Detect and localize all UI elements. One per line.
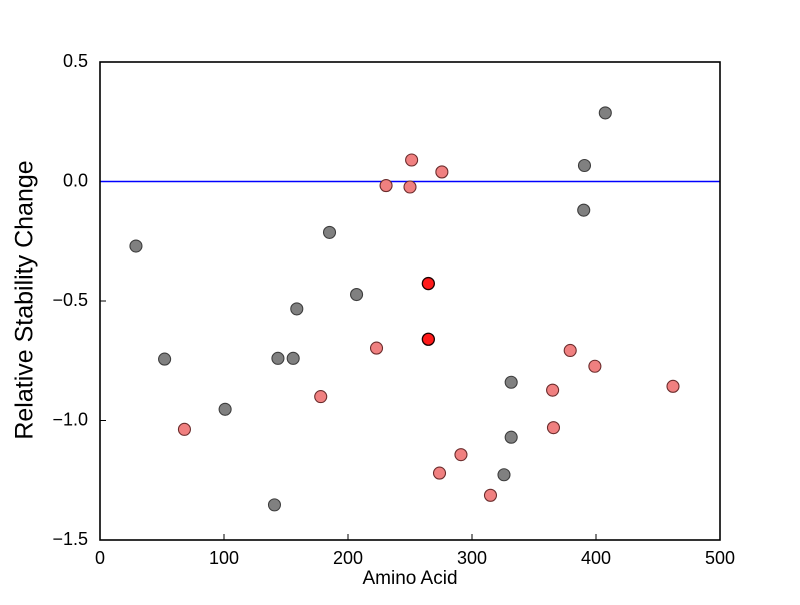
svg-text:0: 0 [95,548,105,568]
svg-text:−1.5: −1.5 [52,529,88,549]
svg-text:100: 100 [209,548,239,568]
svg-text:200: 200 [333,548,363,568]
svg-text:500: 500 [705,548,735,568]
svg-text:0.0: 0.0 [63,171,88,191]
svg-text:0.5: 0.5 [63,51,88,71]
svg-text:−0.5: −0.5 [52,290,88,310]
svg-text:300: 300 [457,548,487,568]
svg-text:400: 400 [581,548,611,568]
svg-text:−1.0: −1.0 [52,410,88,430]
